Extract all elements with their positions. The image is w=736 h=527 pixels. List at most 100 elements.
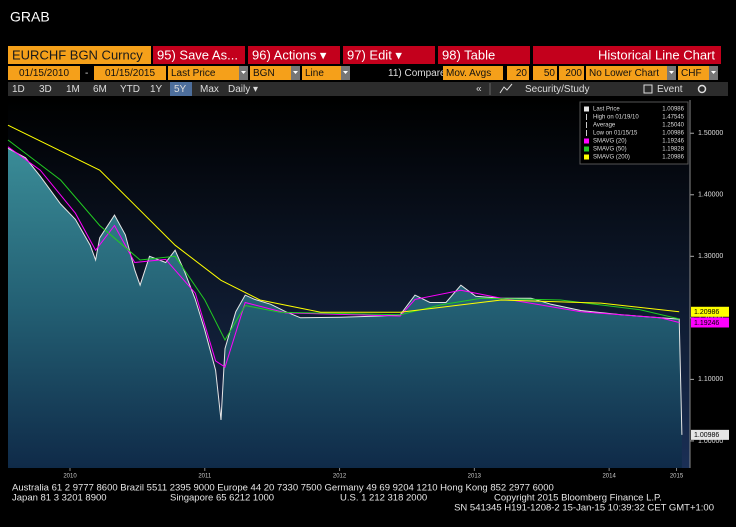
settings-field[interactable] [533,66,557,80]
menu-button-label: 95) Save As... [157,47,238,62]
range-button[interactable]: YTD [120,84,140,95]
legend-box [579,101,689,165]
settings-field[interactable] [302,66,350,80]
legend-label: SMAVG (20) [593,139,627,145]
settings-field[interactable] [94,66,166,80]
axis-tag-label: 1.20986 [694,309,719,316]
settings-field[interactable] [678,66,718,80]
settings-label: 50 [544,68,556,79]
settings-field[interactable] [507,66,529,80]
menu-button[interactable] [153,46,245,64]
axis-tag-label: 1.19246 [694,320,719,327]
legend-label: Low on 01/15/15 [593,131,638,137]
settings-field[interactable] [443,66,503,80]
dropdown-arrow [343,71,348,74]
settings-label: Last Price [171,68,216,79]
settings-label: CHF [681,68,702,79]
legend-swatch [584,146,589,152]
legend-value: 1.19246 [662,139,684,145]
series-line [7,124,680,313]
range-button[interactable]: 6M [93,84,107,95]
tool-collapse[interactable]: « [476,84,482,95]
footer-line: Copyright 2015 Bloomberg Finance L.P. [494,493,662,504]
axis-tag [691,306,729,317]
settings-field[interactable] [168,66,248,80]
series-line [7,139,680,342]
range-bar [8,82,728,96]
legend-swatch [584,138,589,144]
settings-label: 200 [565,68,582,79]
legend-label: Last Price [593,107,620,113]
legend-label: SMAVG (200) [593,155,630,161]
security-text: EURCHF BGN Curncy [12,47,143,62]
axis-tag [691,317,729,328]
settings-label: 11) Compare [388,68,446,79]
view-title: Historical Line Chart [598,47,715,62]
footer-line: U.S. 1 212 318 2000 [340,493,427,504]
legend-label: SMAVG (50) [593,147,627,153]
settings-gear[interactable] [697,84,707,94]
menu-button[interactable] [248,46,340,64]
event-icon [643,84,653,94]
x-tick-label: 2010 [63,474,77,480]
x-tick-label: 2013 [468,474,482,480]
dropdown-arrow [293,71,298,74]
legend-label: High on 01/19/10 [593,115,639,121]
settings-label: 20 [516,68,528,79]
range-button[interactable]: Max [200,84,219,95]
screen-title: GRAB [10,9,50,25]
legend-swatch [584,154,589,160]
menu-button[interactable] [438,46,530,64]
range-button[interactable]: 5Y [174,84,187,95]
settings-field[interactable] [586,66,676,80]
legend-value: 1.00986 [662,107,684,113]
footer-line: SN 541345 H191-1208-2 15-Jan-15 10:39:32… [454,503,714,514]
range-button[interactable]: 3D [39,84,52,95]
range-selected [170,82,192,96]
settings-field[interactable] [250,66,300,80]
menu-button-label: 97) Edit ▾ [347,47,402,62]
x-tick-label: 2015 [670,474,684,480]
axis-tag-label: 1.00986 [694,432,719,439]
settings-label: 01/15/2010 [19,68,69,79]
y-tick-label: 1.40000 [698,192,723,199]
range-button[interactable]: 1D [12,84,25,95]
x-tick-label: 2012 [333,474,347,480]
range-button[interactable]: 1Y [150,84,163,95]
settings-label: Line [305,68,324,79]
y-tick-label: 1.30000 [698,253,723,260]
range-button[interactable]: 1M [66,84,80,95]
footer-line: Japan 81 3 3201 8900 [12,493,107,504]
x-tick-label: 2014 [602,474,616,480]
menu-button[interactable] [343,46,435,64]
dropdown-arrow [241,71,246,74]
settings-field[interactable] [8,66,80,80]
legend-value: 1.25040 [662,123,684,129]
legend-value: 1.47545 [662,115,684,121]
legend-swatch [584,106,589,112]
dropdown-arrow [669,71,674,74]
settings-field[interactable] [559,66,584,80]
tool-event[interactable]: Event [657,84,683,95]
tool-study[interactable]: Security/Study [525,84,589,95]
security-field[interactable] [8,46,151,64]
dropdown-arrow [711,71,716,74]
menu-button-label: 96) Actions ▾ [252,47,327,62]
legend-label: Average [593,123,616,129]
footer-line: Singapore 65 6212 1000 [170,493,274,504]
settings-label: - [85,68,88,79]
menu-button-label: 98) Table [442,47,495,62]
footer-line: Australia 61 2 9777 8600 Brazil 5511 239… [12,483,554,494]
settings-label: BGN [253,68,275,79]
settings-label: Mov. Avgs [446,68,491,79]
y-tick-label: 1.10000 [698,376,723,383]
range-button[interactable]: Daily ▾ [228,84,258,95]
y-tick-label: 1.50000 [698,130,723,137]
y-axis-panel [690,100,736,468]
settings-label: 01/15/2015 [105,68,155,79]
y-tick-label: 1.00000 [698,438,723,445]
settings-label: No Lower Chart [589,68,659,79]
price-area [8,148,682,469]
